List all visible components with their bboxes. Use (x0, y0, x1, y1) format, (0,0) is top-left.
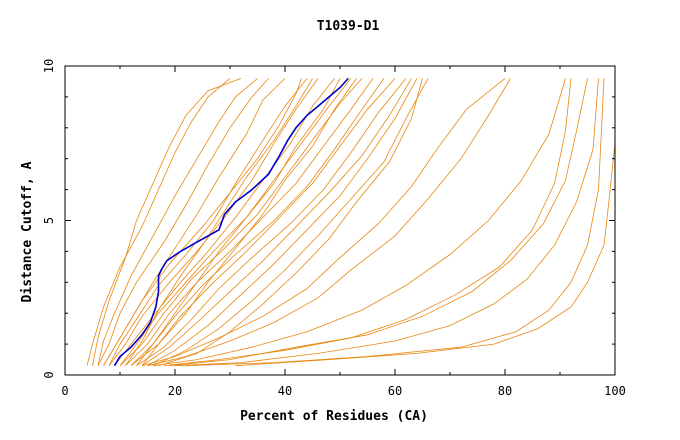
series-line (163, 78, 572, 367)
y-axis-label: Distance Cutoff, A (20, 161, 35, 302)
series-line (152, 78, 429, 367)
series-line (130, 78, 396, 367)
x-tick-label: 80 (498, 384, 512, 398)
series-layer (86, 78, 616, 367)
series-line (114, 78, 335, 366)
series-line (147, 78, 418, 367)
series-line (169, 78, 588, 367)
x-tick-label: 20 (168, 384, 182, 398)
series-line (119, 78, 363, 366)
x-tick-label: 100 (604, 384, 626, 398)
series-line (103, 78, 286, 366)
series-line (141, 78, 412, 367)
series-line (158, 78, 423, 367)
x-axis-label: Percent of Residues (CA) (240, 409, 428, 424)
x-tick-label: 60 (388, 384, 402, 398)
series-line (103, 78, 302, 366)
series-line (136, 78, 407, 367)
series-line (125, 78, 313, 366)
series-line (141, 78, 357, 366)
highlight-line (113, 77, 349, 367)
series-line (119, 78, 352, 366)
series-line (136, 78, 341, 366)
series-line (141, 78, 506, 367)
y-tick-label: 5 (42, 217, 56, 224)
series-line (97, 78, 269, 366)
series-line (152, 78, 566, 367)
series-line (92, 78, 242, 366)
x-tick-label: 40 (278, 384, 292, 398)
y-tick-label: 0 (42, 371, 56, 378)
series-line (108, 78, 308, 366)
highlight-layer (113, 77, 349, 367)
series-line (235, 78, 616, 367)
series-line (147, 78, 511, 367)
y-tick-label: 10 (42, 59, 56, 73)
series-line (86, 78, 231, 366)
series-line (97, 78, 258, 366)
x-tick-label: 0 (61, 384, 68, 398)
chart-title: T1039-D1 (317, 19, 380, 34)
series-line (108, 78, 319, 366)
series-line (174, 78, 599, 367)
series-line (130, 78, 385, 366)
tick-layer: 0 20 40 60 80 100 0 5 10 (42, 59, 626, 398)
series-line (185, 78, 605, 367)
